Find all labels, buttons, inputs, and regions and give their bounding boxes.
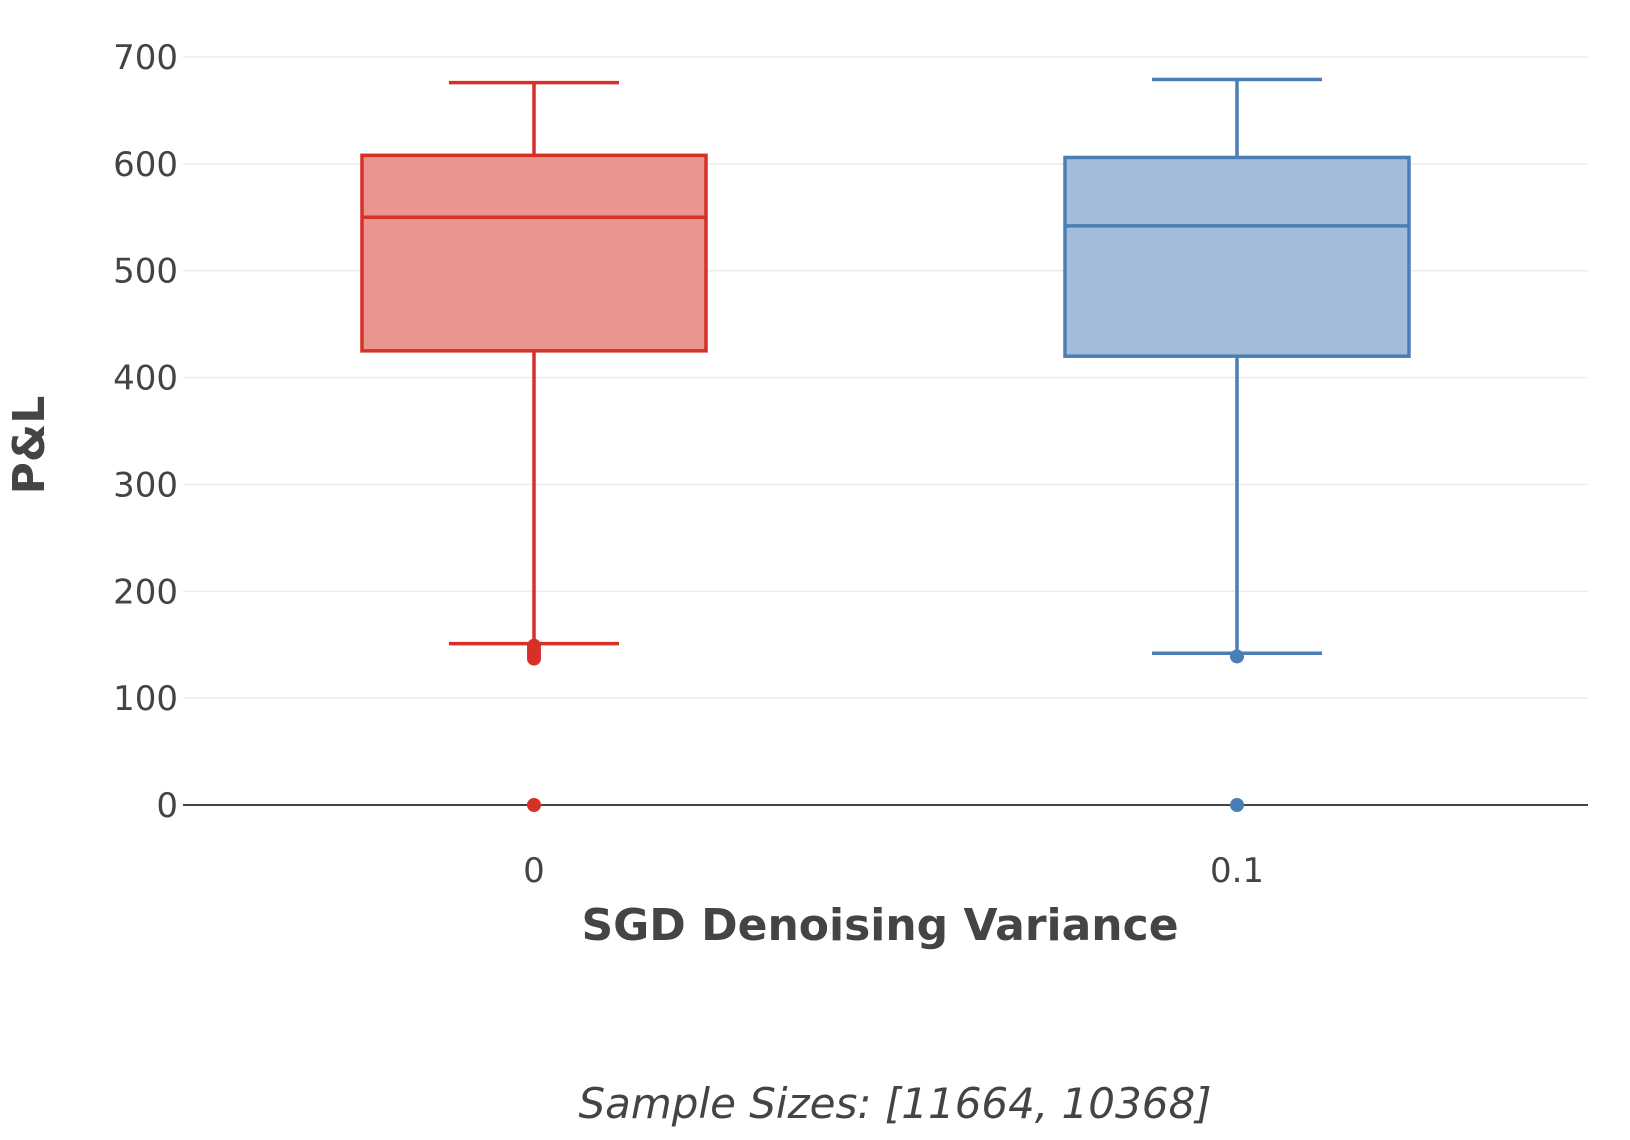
x-tick-labels: 0 0.1 — [523, 851, 1264, 891]
outlier-point — [527, 638, 541, 653]
iqr-box — [1063, 155, 1411, 358]
y-tick-label: 400 — [113, 359, 178, 399]
y-tick-label: 100 — [113, 679, 178, 719]
y-tick-label: 600 — [113, 145, 178, 185]
outlier-point — [1230, 798, 1244, 812]
outlier-point — [1230, 649, 1244, 664]
outlier-point — [527, 798, 541, 812]
y-tick-label: 200 — [113, 572, 178, 612]
x-axis-title: SGD Denoising Variance — [581, 900, 1178, 951]
y-tick-label: 500 — [113, 252, 178, 292]
y-tick-labels: 0 100 200 300 400 500 600 700 — [113, 38, 178, 826]
y-tick-label: 700 — [113, 38, 178, 78]
boxes-layer — [360, 77, 1411, 812]
x-tick-label: 0.1 — [1210, 851, 1264, 891]
x-tick-label: 0 — [523, 851, 545, 891]
y-tick-label: 0 — [156, 786, 178, 826]
iqr-box — [360, 153, 708, 353]
box-series-0.1 — [1063, 77, 1411, 812]
sample-sizes-annotation: Sample Sizes: [11664, 10368] — [578, 1079, 1211, 1128]
box-series-0 — [360, 80, 708, 812]
y-axis-title: P&L — [4, 396, 55, 495]
y-tick-label: 300 — [113, 465, 178, 505]
